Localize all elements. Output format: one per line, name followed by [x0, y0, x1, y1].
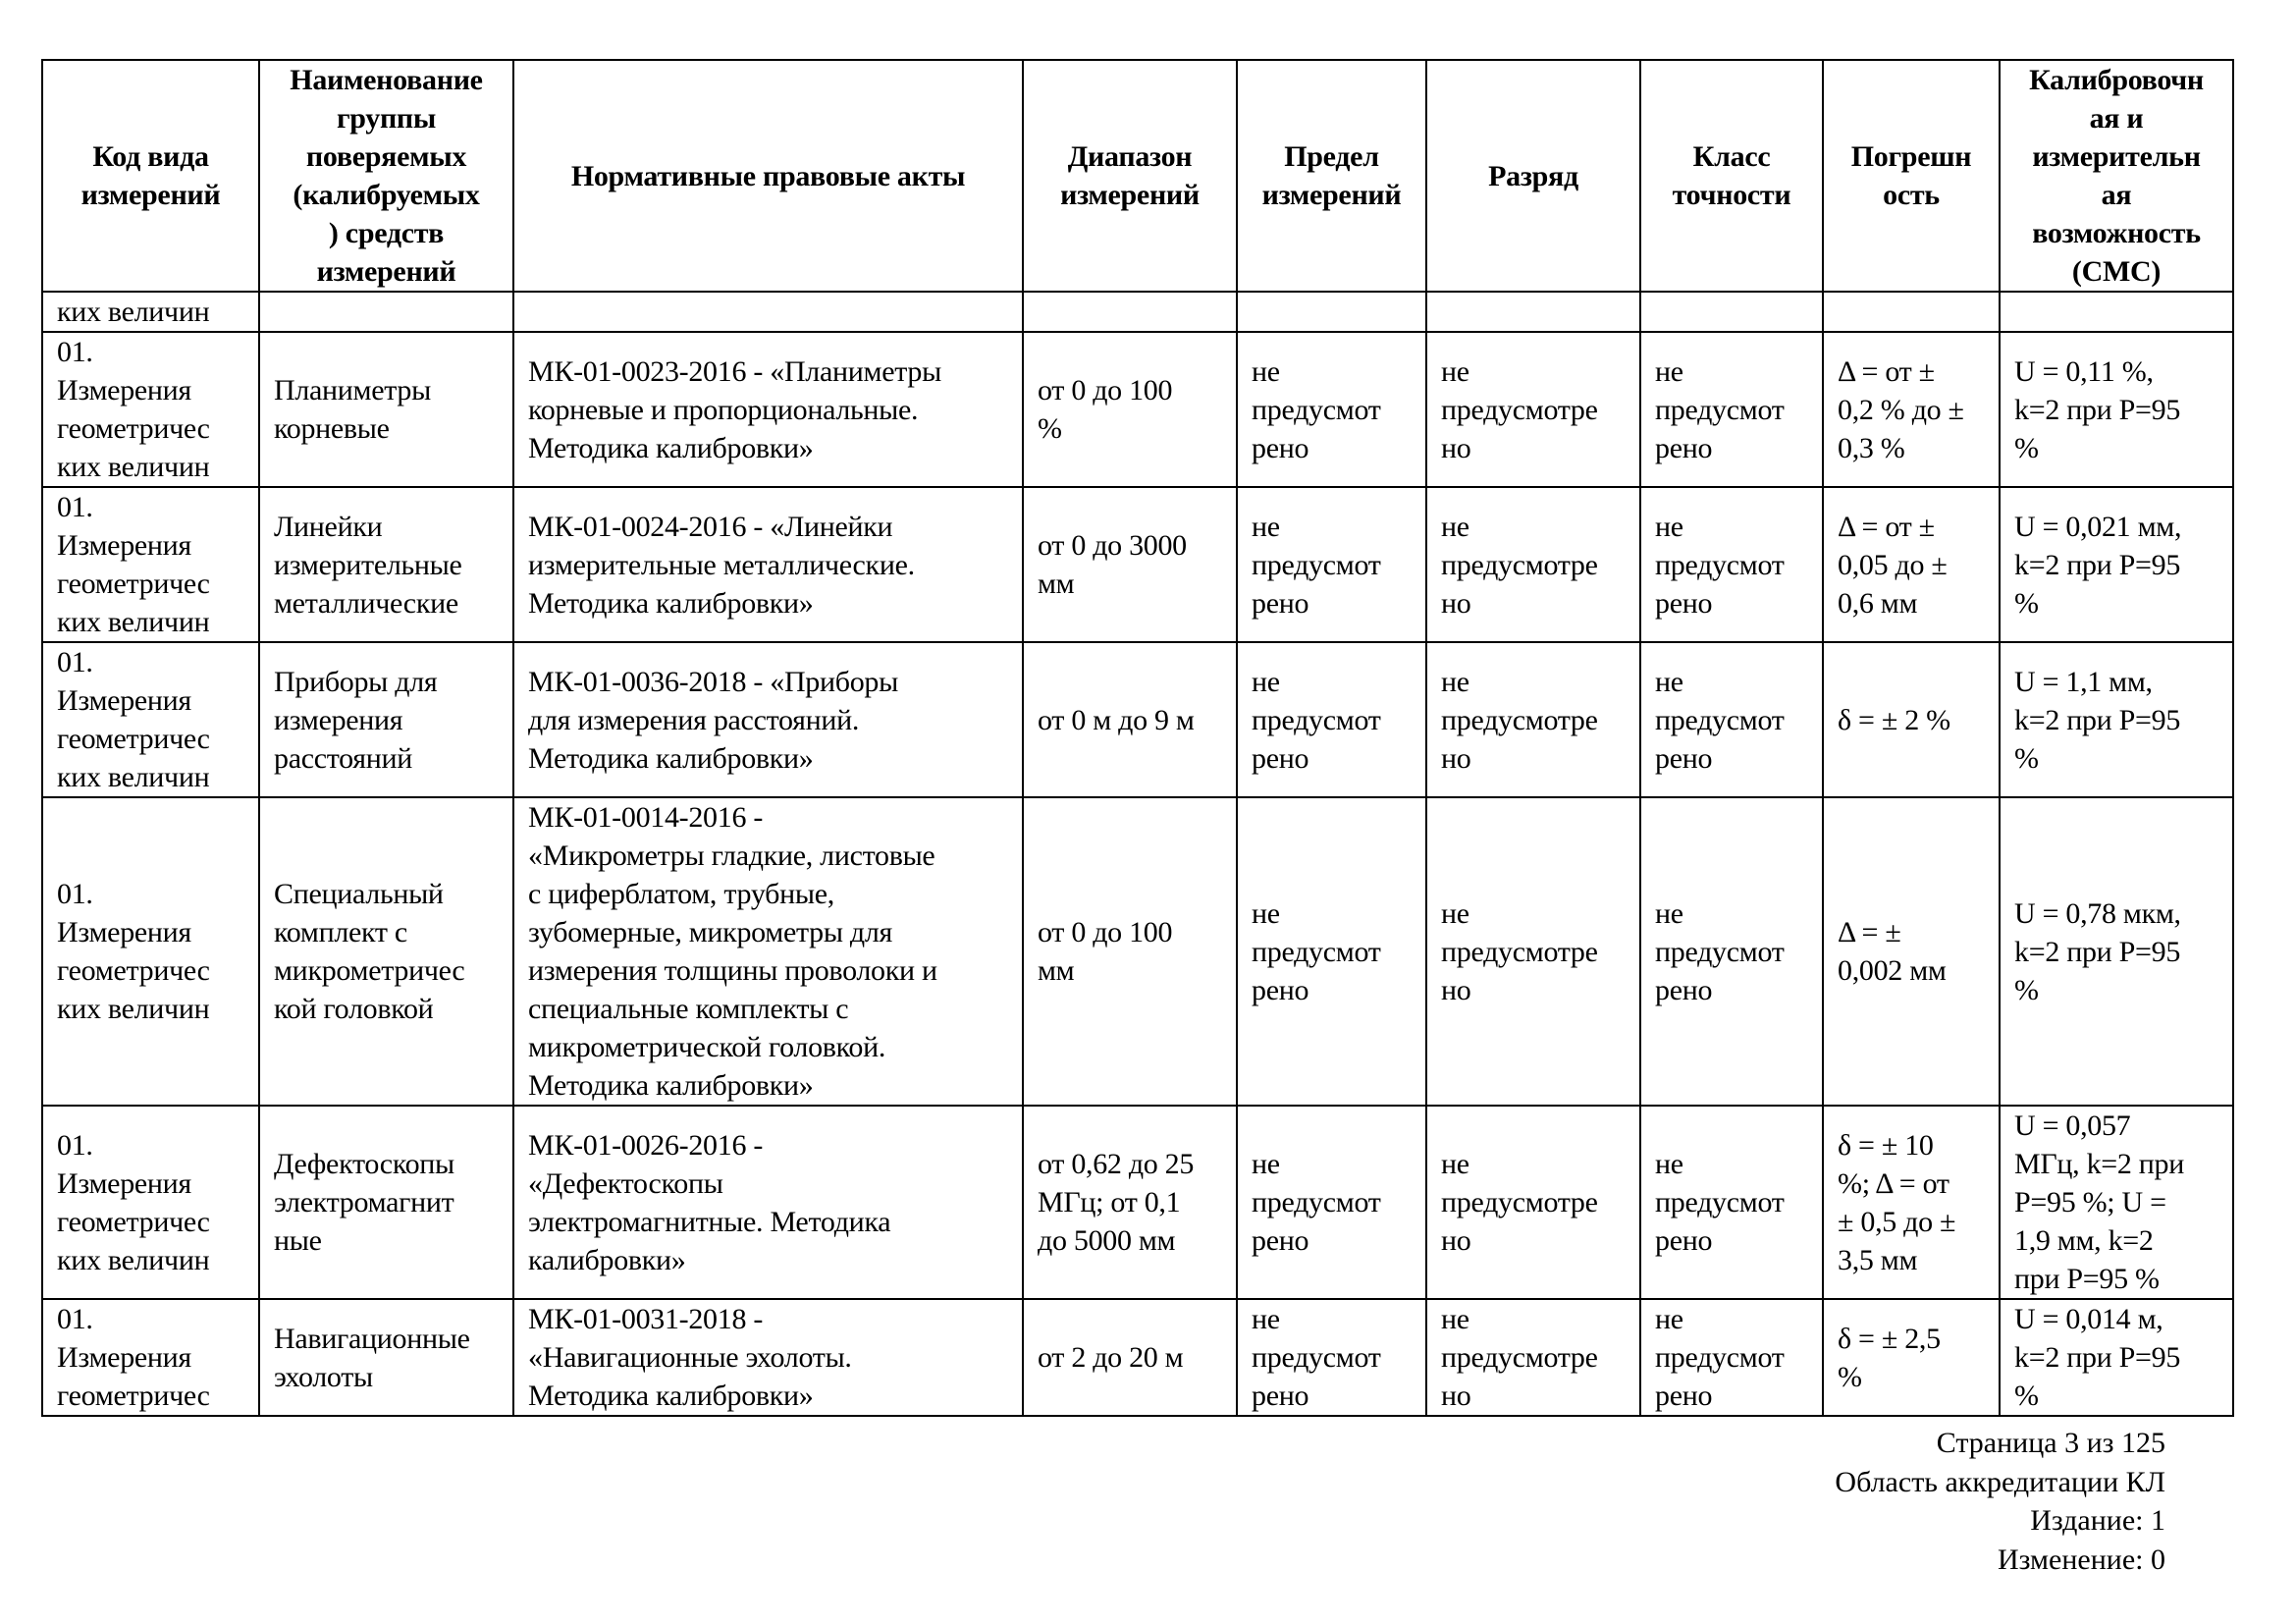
table-cell: не предусмот рено: [1236, 1105, 1427, 1300]
table-cell: Специальный комплект с микрометричес кой…: [258, 796, 514, 1107]
table-cell: не предусмотре но: [1425, 641, 1641, 798]
header-accuracy-class: Класс точности: [1639, 59, 1824, 293]
table-cell: 01. Измерения геометричес ких величин: [41, 641, 260, 798]
table-cell: [1022, 291, 1238, 333]
table-cell: не предусмот рено: [1639, 1105, 1824, 1300]
table-cell: от 0,62 до 25 МГц; от 0,1 до 5000 мм: [1022, 1105, 1238, 1300]
table-cell: МК-01-0014-2016 - «Микрометры гладкие, л…: [512, 796, 1024, 1107]
edition-label: Издание: 1: [2030, 1504, 2165, 1537]
table-cell: U = 0,021 мм, k=2 при P=95 %: [1999, 486, 2234, 643]
table-cell: U = 0,014 м, k=2 при P=95 %: [1999, 1298, 2234, 1417]
table-cell: МК-01-0036-2018 - «Приборы для измерения…: [512, 641, 1024, 798]
table-cell: δ = ± 2,5 %: [1822, 1298, 2001, 1417]
table-cell: [1822, 291, 2001, 333]
table-cell: не предусмот рено: [1639, 331, 1824, 488]
table-cell: не предусмотре но: [1425, 1298, 1641, 1417]
table-cell: не предусмот рено: [1639, 796, 1824, 1107]
table-cell: U = 0,057 МГц, k=2 при P=95 %; U = 1,9 м…: [1999, 1105, 2234, 1300]
header-cmc: Калибровочн ая и измерительн ая возможно…: [1999, 59, 2234, 293]
table-cell: 01. Измерения геометричес ких величин: [41, 486, 260, 643]
table-cell: 01. Измерения геометричес ких величин: [41, 1105, 260, 1300]
table-cell: 01. Измерения геометричес: [41, 1298, 260, 1417]
table-cell: не предусмот рено: [1639, 1298, 1824, 1417]
table-cell: от 0 м до 9 м: [1022, 641, 1238, 798]
table-cell: U = 0,78 мкм, k=2 при P=95 %: [1999, 796, 2234, 1107]
table-cell: U = 0,11 %, k=2 при P=95 %: [1999, 331, 2234, 488]
table-cell: не предусмотре но: [1425, 1105, 1641, 1300]
table-row: 01. Измерения геометричес ких величин Спе…: [41, 796, 2234, 1107]
table-cell: 01. Измерения геометричес ких величин: [41, 796, 260, 1107]
table-cell: не предусмот рено: [1236, 486, 1427, 643]
table-cell: не предусмот рено: [1639, 486, 1824, 643]
table-cell: не предусмот рено: [1236, 1298, 1427, 1417]
table-cell: от 0 до 3000 мм: [1022, 486, 1238, 643]
table-cell: Приборы для измерения расстояний: [258, 641, 514, 798]
table-cell: от 0 до 100 %: [1022, 331, 1238, 488]
continuation-row: ких величин: [41, 291, 2234, 333]
table-cell: [1999, 291, 2234, 333]
change-label: Изменение: 0: [1997, 1543, 2165, 1576]
table-cell: U = 1,1 мм, k=2 при P=95 %: [1999, 641, 2234, 798]
table-cell: Планиметры корневые: [258, 331, 514, 488]
header-regulations: Нормативные правовые акты: [512, 59, 1024, 293]
header-range: Диапазон измерений: [1022, 59, 1238, 293]
table-cell: [258, 291, 514, 333]
table-cell: не предусмот рено: [1236, 796, 1427, 1107]
accreditation-scope-table: Код вида измерений Наименование группы п…: [41, 59, 2234, 1417]
table-cell: Дефектоскопы электромагнит ные: [258, 1105, 514, 1300]
table-cell: δ = ± 2 %: [1822, 641, 2001, 798]
header-limit: Предел измерений: [1236, 59, 1427, 293]
table-cell: от 2 до 20 м: [1022, 1298, 1238, 1417]
table-cell: не предусмотре но: [1425, 796, 1641, 1107]
header-grade: Разряд: [1425, 59, 1641, 293]
header-row: Код вида измерений Наименование группы п…: [41, 59, 2234, 293]
table-cell: Δ = от ± 0,05 до ± 0,6 мм: [1822, 486, 2001, 643]
table-cell: Линейки измерительные металлические: [258, 486, 514, 643]
table-cell: [1425, 291, 1641, 333]
table-row: 01. Измерения геометричес Навигационные э…: [41, 1298, 2234, 1417]
table-cell: МК-01-0023-2016 - «Планиметры корневые и…: [512, 331, 1024, 488]
table-cell: МК-01-0024-2016 - «Линейки измерительные…: [512, 486, 1024, 643]
table-row: 01. Измерения геометричес ких величин Деф…: [41, 1105, 2234, 1300]
page-footer: Страница 3 из 125 Область аккредитации К…: [1835, 1424, 2165, 1579]
table-cell: МК-01-0031-2018 - «Навигационные эхолоты…: [512, 1298, 1024, 1417]
table-row: 01. Измерения геометричес ких величин Пла…: [41, 331, 2234, 488]
header-measurement-code: Код вида измерений: [41, 59, 260, 293]
table-cell: ких величин: [41, 291, 260, 333]
page-number: Страница 3 из 125: [1936, 1427, 2165, 1459]
table-cell: [1236, 291, 1427, 333]
table-cell: Навигационные эхолоты: [258, 1298, 514, 1417]
table-cell: Δ = ± 0,002 мм: [1822, 796, 2001, 1107]
table-cell: не предусмот рено: [1236, 331, 1427, 488]
scope-label: Область аккредитации КЛ: [1835, 1465, 2165, 1498]
table-cell: δ = ± 10 %; Δ = от ± 0,5 до ± 3,5 мм: [1822, 1105, 2001, 1300]
table-row: 01. Измерения геометричес ких величин Лин…: [41, 486, 2234, 643]
table-cell: [1639, 291, 1824, 333]
table-cell: не предусмот рено: [1236, 641, 1427, 798]
header-instrument-group: Наименование группы поверяемых (калибруе…: [258, 59, 514, 293]
table-row: 01. Измерения геометричес ких величин При…: [41, 641, 2234, 798]
table-cell: Δ = от ± 0,2 % до ± 0,3 %: [1822, 331, 2001, 488]
table-cell: не предусмотре но: [1425, 486, 1641, 643]
table-cell: [512, 291, 1024, 333]
header-error: Погрешн ость: [1822, 59, 2001, 293]
table-cell: от 0 до 100 мм: [1022, 796, 1238, 1107]
table-cell: не предусмотре но: [1425, 331, 1641, 488]
table-cell: МК-01-0026-2016 - «Дефектоскопы электром…: [512, 1105, 1024, 1300]
table-cell: 01. Измерения геометричес ких величин: [41, 331, 260, 488]
table-cell: не предусмот рено: [1639, 641, 1824, 798]
